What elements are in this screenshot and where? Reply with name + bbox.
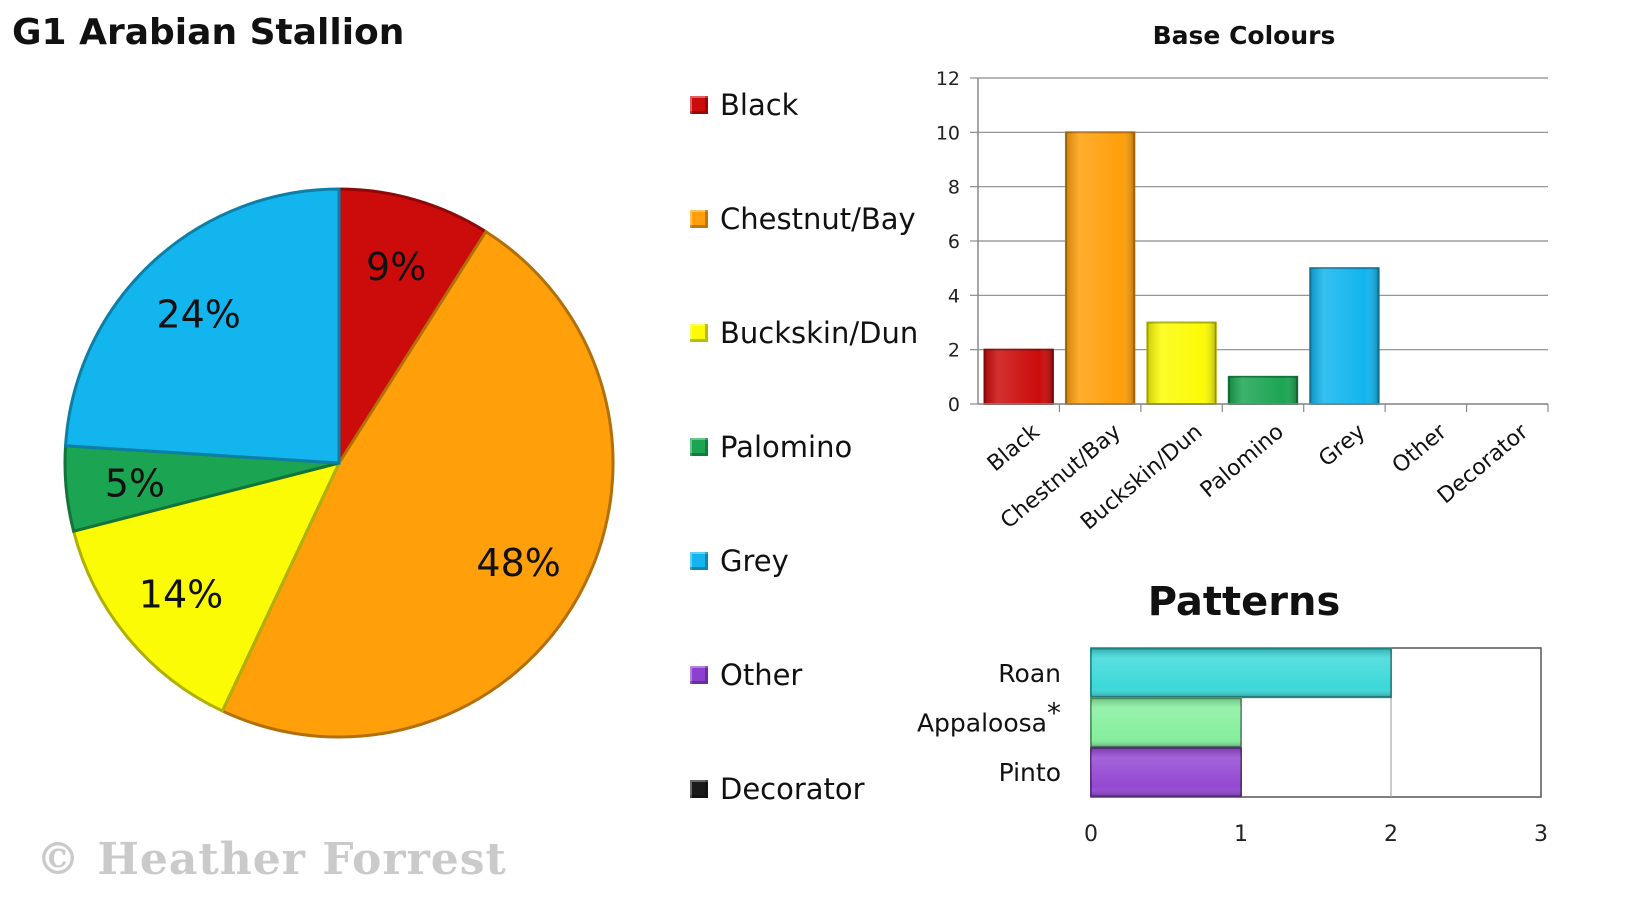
page-title: G1 Arabian Stallion [12, 12, 405, 53]
legend-swatch-decorator [690, 780, 708, 798]
y-tick-label-8: 8 [948, 177, 960, 199]
pie-label-black: 9% [366, 245, 426, 289]
base-colours-title: Base Colours [1153, 21, 1336, 50]
legend-item-chestnut-bay: Chestnut/Bay [690, 202, 916, 236]
y-tick-label-6: 6 [948, 231, 960, 253]
legend-label-chestnut-bay: Chestnut/Bay [720, 202, 916, 236]
legend-item-grey: Grey [690, 544, 789, 578]
legend-label-buckskin-dun: Buckskin/Dun [720, 316, 919, 350]
x-tick-label-palomino: Palomino [1196, 419, 1289, 503]
y-tick-label-4: 4 [948, 285, 960, 307]
patterns-x-tick-label-3: 3 [1534, 822, 1548, 847]
y-tick-label-10: 10 [936, 122, 960, 144]
patterns-x-tick-label-1: 1 [1234, 822, 1248, 847]
y-tick-label-0: 0 [948, 394, 960, 416]
bar-shade-chestnut-bay [1065, 132, 1135, 405]
pattern-label-pinto: Pinto [999, 758, 1061, 787]
pie-slice-black [337, 187, 488, 469]
x-tick-label-decorator: Decorator [1433, 419, 1534, 509]
pattern-label-appaloosa: Appaloosa* [917, 697, 1061, 738]
legend-label-black: Black [720, 88, 799, 122]
patterns-title: Patterns [1148, 579, 1341, 625]
pie-label-grey: 24% [156, 293, 240, 337]
pattern-bar-shade-appaloosa [1091, 698, 1241, 747]
legend-label-grey: Grey [720, 544, 789, 578]
watermark: © Heather Forrest [36, 834, 507, 885]
legend-swatch-palomino [690, 438, 708, 456]
legend-item-other: Other [690, 658, 802, 692]
legend-swatch-chestnut-bay [690, 210, 708, 228]
bar-shade-buckskin-dun [1147, 322, 1216, 404]
patterns-x-tick-label-2: 2 [1384, 822, 1398, 847]
x-tick-label-grey: Grey [1314, 419, 1370, 472]
legend-item-buckskin-dun: Buckskin/Dun [690, 316, 918, 350]
pie-slice-grey [63, 187, 341, 465]
legend-item-palomino: Palomino [690, 430, 852, 464]
patterns-chart: Patterns 0 1 2 3 Roan Appaloosa* Pinto [917, 579, 1548, 847]
pie-slice-buckskin-dun [71, 460, 342, 713]
legend-label-other: Other [720, 658, 803, 692]
legend-swatch-buckskin-dun [690, 324, 708, 342]
legend-item-decorator: Decorator [690, 772, 865, 806]
patterns-x-tick-label-0: 0 [1084, 822, 1098, 847]
x-tick-label-black: Black [983, 419, 1045, 477]
base-colours-chart: Base Colours024681012BlackChestnut/BayBu… [936, 21, 1549, 535]
y-tick-label-12: 12 [936, 68, 960, 90]
bar-shade-grey [1310, 268, 1379, 404]
pie-label-buckskin-dun: 14% [139, 573, 223, 617]
legend-label-decorator: Decorator [720, 772, 865, 806]
legend-label-palomino: Palomino [720, 430, 853, 464]
legend-item-black: Black [690, 88, 798, 122]
pie-chart: 9% 48% 14% 5% 24% [63, 187, 615, 739]
pie-label-palomino: 5% [105, 461, 165, 505]
y-tick-label-2: 2 [948, 340, 960, 362]
pattern-bar-shade-roan [1091, 648, 1391, 698]
pattern-bar-shade-pinto [1091, 747, 1241, 797]
pattern-label-roan: Roan [998, 659, 1061, 688]
pie-slice-chestnut-bay [220, 229, 615, 739]
x-tick-label-other: Other [1388, 419, 1453, 479]
pie-label-chestnut-bay: 48% [476, 541, 560, 585]
legend-swatch-black [690, 96, 708, 114]
legend-swatch-grey [690, 552, 708, 570]
bar-shade-black [984, 349, 1053, 404]
legend-swatch-other [690, 666, 708, 684]
bar-shade-palomino [1228, 376, 1298, 404]
